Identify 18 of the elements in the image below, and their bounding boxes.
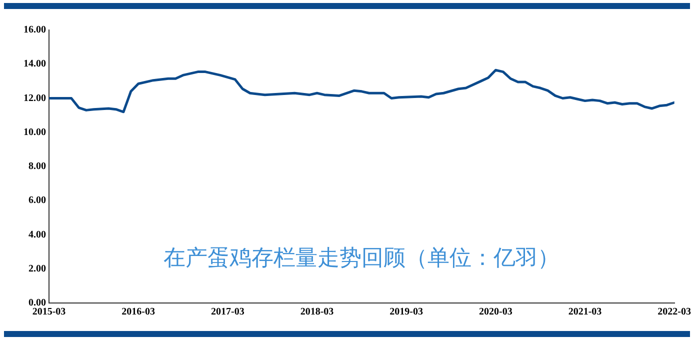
x-tick-label: 2018-03 [300, 306, 334, 318]
x-tick-label: 2015-03 [32, 306, 66, 318]
x-tick-label: 2017-03 [210, 306, 244, 318]
x-tick-label: 2020-03 [478, 306, 512, 318]
y-tick-label: 12.00 [24, 92, 46, 104]
y-tick-label: 8.00 [28, 161, 46, 172]
x-tick-label: 2016-03 [122, 306, 156, 318]
x-tick-label: 2022-03 [658, 306, 692, 318]
x-tick-label: 2021-03 [568, 306, 602, 318]
y-tick-label: 0.00 [28, 298, 46, 309]
x-tick-label: 2019-03 [390, 306, 424, 318]
y-tick-label: 14.00 [24, 58, 46, 70]
y-tick-label: 2.00 [28, 263, 46, 274]
annotation: 在产蛋鸡存栏量走势回顾（单位：亿羽） [164, 246, 560, 272]
y-tick-label: 6.00 [28, 195, 46, 206]
y-tick-label: 16.00 [24, 24, 46, 36]
y-tick-label: 4.00 [28, 229, 46, 240]
y-tick-label: 10.00 [24, 126, 46, 138]
